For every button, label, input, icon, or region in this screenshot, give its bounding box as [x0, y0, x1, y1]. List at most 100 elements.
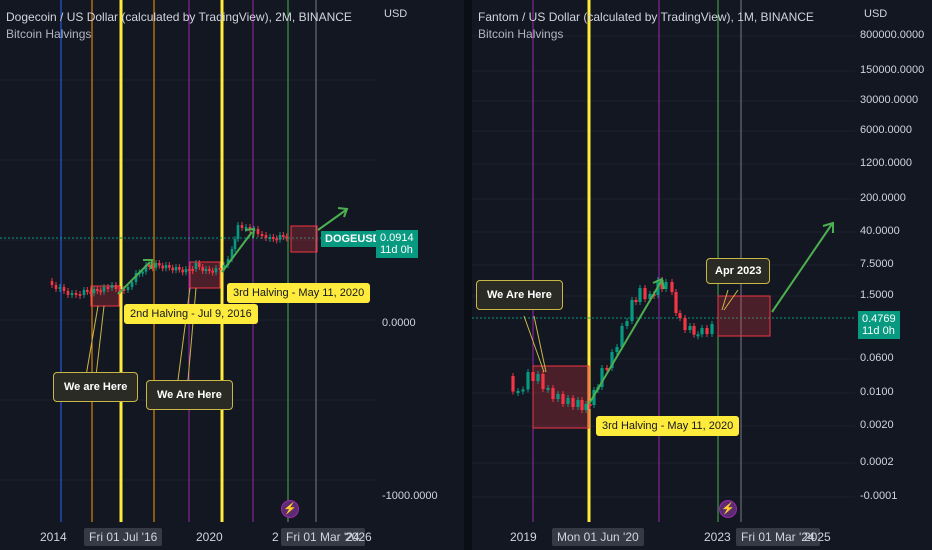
- candle-body: [240, 225, 244, 228]
- candle-body: [174, 267, 178, 271]
- candle-body: [516, 391, 520, 393]
- left-x-label-2026: 2026: [345, 530, 372, 544]
- right-chart-panel[interactable]: Fantom / US Dollar (calculated by Tradin…: [472, 0, 932, 550]
- right-x-label-2019: 2019: [510, 530, 537, 544]
- candle-body: [576, 400, 580, 407]
- candle-body: [62, 287, 66, 291]
- candle-body: [74, 293, 78, 295]
- right-x-label-2025: 2025: [804, 530, 831, 544]
- left-symbol-tag: DOGEUSD: [321, 231, 385, 247]
- candle-body: [244, 227, 248, 229]
- candle-body: [208, 269, 211, 271]
- trend-arrow-r1: [588, 277, 665, 405]
- candle-body: [171, 267, 174, 271]
- right-indicator-label[interactable]: Bitcoin Halvings: [478, 27, 564, 41]
- candle-body: [102, 287, 106, 292]
- left-y-label-1: -1000.0000: [382, 490, 438, 502]
- note-3rd-halving-right[interactable]: 3rd Halving - May 11, 2020: [596, 416, 740, 436]
- candle-body: [194, 263, 198, 269]
- candle-body: [148, 265, 151, 267]
- candle-body: [600, 368, 604, 387]
- candle-body: [610, 352, 614, 368]
- candle-body: [588, 404, 592, 406]
- range-box-2: [189, 261, 221, 289]
- right-price: 0.4769: [862, 313, 896, 325]
- candle-body: [670, 282, 674, 292]
- right-x-highlight-mar24: Fri 01 Mar '24: [736, 528, 820, 546]
- candle-body: [230, 249, 234, 259]
- candle-body: [634, 300, 638, 302]
- candle-body: [511, 376, 515, 392]
- right-price-tag: 0.4769 11d 0h: [858, 311, 900, 339]
- candle-body: [89, 291, 92, 294]
- candle-body: [256, 229, 260, 234]
- callout-we-are-here-1[interactable]: We are Here: [53, 372, 139, 402]
- left-countdown: 11d 0h: [380, 244, 413, 256]
- callout-we-are-here-2[interactable]: We Are Here: [146, 380, 233, 410]
- candle-body: [82, 290, 86, 295]
- candle-body: [521, 389, 525, 392]
- candle-body: [126, 287, 130, 290]
- candle-body: [218, 268, 222, 270]
- callout-we-are-here-r[interactable]: We Are Here: [476, 280, 563, 310]
- candle-body: [54, 285, 58, 289]
- left-lightning-icon[interactable]: ⚡: [281, 500, 299, 518]
- right-y-label-8: 1.5000: [860, 289, 894, 301]
- candle-body: [566, 398, 570, 404]
- candle-body: [214, 268, 218, 273]
- candle-body: [683, 318, 687, 330]
- candle-body: [268, 237, 272, 239]
- candle-body: [110, 285, 114, 288]
- candle-body: [92, 289, 96, 294]
- candle-body: [630, 300, 634, 321]
- candle-body: [688, 326, 692, 330]
- candle-body: [86, 290, 89, 292]
- candle-body: [285, 236, 288, 239]
- range-box-r2: [717, 295, 771, 337]
- right-chart-canvas[interactable]: [472, 0, 932, 550]
- candle-body: [615, 347, 619, 352]
- left-chart-panel[interactable]: Dogecoin / US Dollar (calculated by Trad…: [0, 0, 464, 550]
- candle-body: [233, 239, 237, 249]
- candle-body: [201, 267, 204, 271]
- candle-body: [58, 287, 62, 289]
- right-y-label-5: 200.0000: [860, 192, 906, 204]
- candle-body: [66, 291, 70, 295]
- left-chart-title: Dogecoin / US Dollar (calculated by Trad…: [6, 10, 352, 24]
- right-currency-label: USD: [864, 8, 888, 20]
- left-price: 0.0914: [380, 232, 414, 244]
- candle-body: [181, 269, 184, 273]
- left-currency-label: USD: [384, 8, 408, 20]
- right-y-label-13: -0.0001: [860, 490, 898, 502]
- candle-body: [114, 285, 118, 289]
- candle-body: [692, 326, 696, 335]
- candle-body: [50, 281, 54, 285]
- candle-body: [541, 374, 545, 389]
- candle-body: [546, 388, 550, 390]
- panel-divider[interactable]: [464, 0, 472, 550]
- candle-body: [551, 388, 555, 399]
- candle-body: [710, 324, 714, 334]
- right-y-label-12: 0.0002: [860, 456, 894, 468]
- candle-body: [122, 289, 126, 291]
- candle-body: [571, 398, 575, 407]
- candle-body: [592, 390, 596, 405]
- trend-arrow-3: [317, 207, 349, 231]
- right-y-label-4: 1200.0000: [860, 157, 912, 169]
- left-indicator-label[interactable]: Bitcoin Halvings: [6, 27, 92, 41]
- left-x-highlight-jul16: Fri 01 Jul '16: [84, 528, 163, 546]
- left-chart-canvas[interactable]: [0, 0, 464, 550]
- right-y-label-1: 150000.0000: [860, 64, 925, 76]
- note-2nd-halving[interactable]: 2nd Halving - Jul 9, 2016: [124, 304, 258, 324]
- candle-body: [605, 368, 609, 370]
- left-candles: [50, 222, 288, 299]
- candle-body: [536, 374, 540, 381]
- candle-body: [648, 294, 652, 299]
- note-3rd-halving-left[interactable]: 3rd Halving - May 11, 2020: [227, 283, 371, 303]
- candle-body: [204, 269, 208, 271]
- callout-apr-2023[interactable]: Apr 2023: [706, 258, 771, 284]
- candle-body: [168, 265, 171, 268]
- candle-body: [96, 289, 99, 291]
- right-lightning-icon[interactable]: ⚡: [719, 500, 737, 518]
- candle-body: [151, 266, 154, 269]
